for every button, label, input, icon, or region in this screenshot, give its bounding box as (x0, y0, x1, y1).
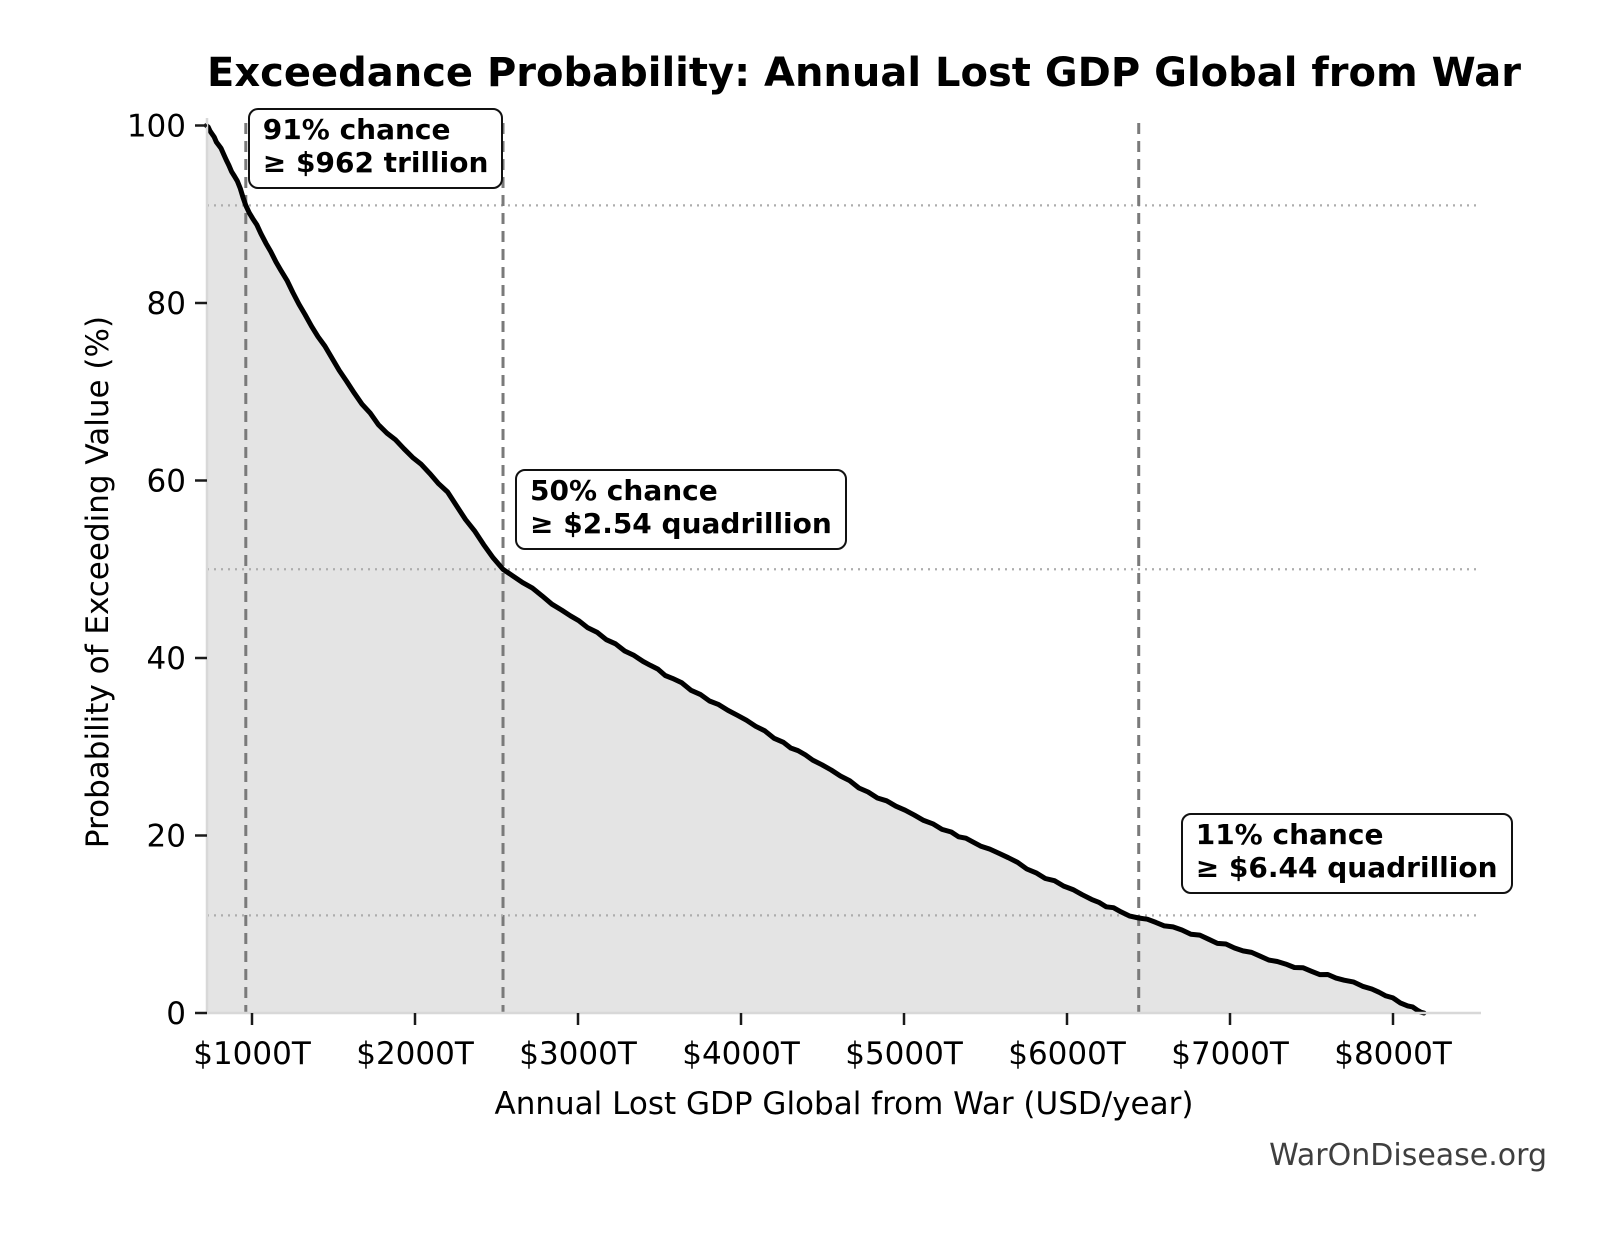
x-tick-label: $4000T (682, 1036, 801, 1072)
annotation-91pct: 91% chance ≥ $962 trillion (247, 108, 504, 189)
annotation-line2: ≥ $6.44 quadrillion (1195, 850, 1498, 884)
y-tick-label: 100 (127, 109, 186, 145)
annotation-line2: ≥ $962 trillion (262, 145, 489, 179)
x-tick-label: $2000T (356, 1036, 475, 1072)
x-tick-label: $7000T (1171, 1036, 1290, 1072)
x-tick-label: $5000T (845, 1036, 964, 1072)
y-tick-label: 60 (147, 464, 186, 500)
exceedance-area-fill (206, 125, 1425, 1013)
x-tick-label: $1000T (193, 1036, 312, 1072)
y-tick-label: 40 (147, 641, 186, 677)
x-tick-label: $8000T (1334, 1036, 1453, 1072)
x-tick-label: $3000T (519, 1036, 638, 1072)
annotation-line1: 11% chance (1195, 818, 1384, 851)
y-tick-label: 20 (147, 819, 186, 855)
annotation-line1: 91% chance (262, 113, 451, 146)
y-tick-label: 80 (147, 286, 186, 322)
annotation-line1: 50% chance (530, 474, 718, 507)
annotation-50pct: 50% chance ≥ $2.54 quadrillion (515, 469, 847, 550)
x-tick-label: $6000T (1008, 1036, 1127, 1072)
y-tick-label: 0 (166, 996, 186, 1032)
annotation-line2: ≥ $2.54 quadrillion (530, 506, 832, 540)
annotation-11pct: 11% chance ≥ $6.44 quadrillion (1180, 813, 1513, 894)
chart-title: Exceedance Probability: Annual Lost GDP … (207, 50, 1522, 96)
x-axis-label: Annual Lost GDP Global from War (USD/yea… (494, 1086, 1194, 1122)
watermark: WarOnDisease.org (1269, 1138, 1547, 1173)
exceedance-curve (203, 123, 1427, 1016)
y-axis-label: Probability of Exceeding Value (%) (80, 315, 116, 849)
